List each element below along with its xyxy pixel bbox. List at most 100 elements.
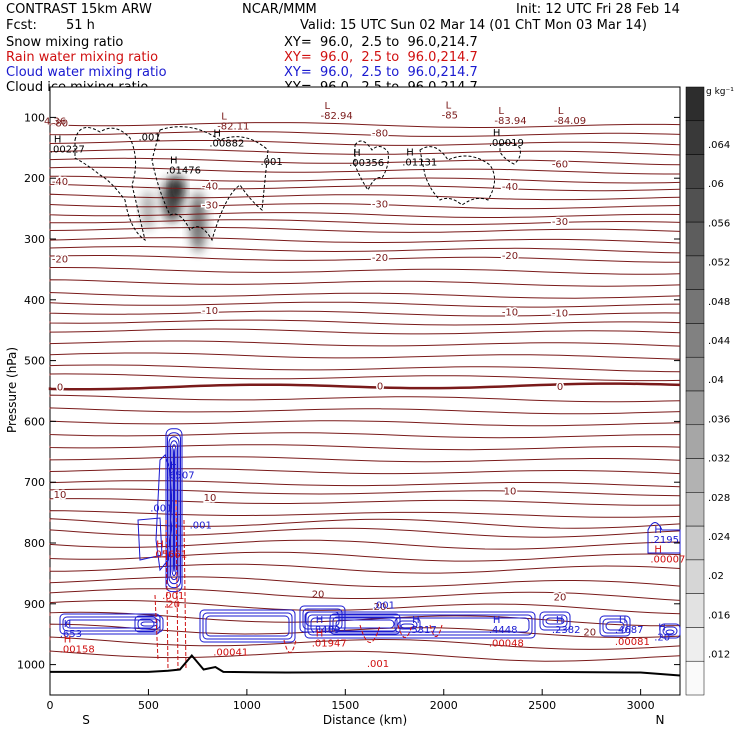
extremum-value: .4448: [489, 625, 518, 636]
colorbar-label: .052: [708, 258, 730, 269]
isotherm-line-17: [49, 279, 681, 287]
isotherm-line-2: [49, 140, 681, 146]
cloud-band-contour-7-1: [542, 614, 568, 628]
isotherm-line-29: [49, 420, 681, 427]
cloud-band-contour-7-0: [539, 611, 571, 631]
extremum-value: .001: [138, 133, 160, 144]
isotherm-line-48: [49, 636, 681, 650]
cloud-tower-anvil: [137, 517, 163, 561]
isotherm-line-4: [49, 157, 681, 166]
colorbar-cell: [685, 559, 705, 594]
extremum-value: 4.36: [44, 117, 66, 128]
isotherm-label: -60: [552, 160, 568, 171]
extremum-marker: H: [493, 128, 501, 139]
isotherm-label: -10: [552, 309, 568, 320]
isotherm-line-34: [49, 480, 681, 488]
y-tick-label: 800: [24, 537, 45, 550]
isotherm-label: 0: [557, 382, 563, 393]
fcst-value: 51 h: [66, 18, 95, 33]
isotherm-label: 10: [204, 493, 217, 504]
extremum-value: -84.09: [554, 116, 586, 127]
terrain-line: [50, 653, 681, 677]
extremum-value: .001: [190, 520, 212, 531]
extremum-value: -83.94: [494, 116, 526, 127]
cloud-band-contour-7-2: [545, 617, 565, 625]
extremum-marker: H: [654, 525, 662, 536]
isotherm-line-27: [49, 394, 681, 403]
isotherm-label: -40: [502, 182, 518, 193]
isotherm-line-0: [49, 122, 681, 128]
isotherm-label: 10: [504, 487, 517, 498]
isotherm-line-11: [49, 219, 681, 226]
colorbar-label: .016: [708, 610, 730, 621]
extremum-marker: L: [498, 106, 504, 117]
extremum-marker: L: [325, 101, 331, 112]
isotherm-line-41: [49, 551, 681, 562]
extremum-value: .00048: [489, 638, 524, 649]
field-snow-xy: XY= 96.0, 2.5 to 96.0,214.7: [284, 35, 478, 50]
isotherm-line-38: [49, 518, 681, 529]
extremum-value: .00356: [349, 158, 384, 169]
extremum-marker: H: [64, 619, 72, 630]
isotherm-line-15: [49, 255, 680, 263]
isotherm-line-6: [49, 175, 681, 184]
isotherm-line-37: [49, 510, 681, 518]
x-tick-label: 1000: [233, 699, 261, 712]
colorbar-label: .04: [708, 375, 724, 386]
extremum-value: .00158: [60, 644, 95, 655]
y-tick-label: 700: [24, 476, 45, 489]
isotherm-label: 0: [57, 383, 63, 394]
rain-contour-2: [283, 639, 297, 653]
model-title: CONTRAST 15km ARW: [6, 2, 152, 17]
isotherm-line-33: [49, 468, 681, 475]
cloud-band-contour-0-2: [65, 619, 155, 629]
cloud-band-contour-2-0: [199, 609, 296, 643]
extremum-value: .2195: [650, 535, 679, 546]
colorbar-label: .06: [708, 179, 724, 190]
extremum-value: .001: [367, 659, 389, 670]
isotherm-line-35: [49, 488, 681, 497]
x-tick-label: 3000: [627, 699, 655, 712]
extremum-value: -82.94: [321, 111, 353, 122]
extremum-value: .001: [261, 157, 283, 168]
cloud-band-contour-9-0: [659, 623, 681, 639]
colorbar-cell: [685, 390, 705, 426]
colorbar-label: .064: [708, 140, 730, 151]
y-tick-label: 600: [24, 415, 45, 428]
extremum-marker: H: [556, 615, 564, 626]
x-tick-label: 500: [138, 699, 159, 712]
snow-shading-2: [142, 190, 154, 230]
valid-label: Valid: 15 UTC Sun 02 Mar 14 (01 ChT Mon …: [300, 18, 647, 33]
colorbar-cell: [685, 593, 705, 628]
extremum-value: .001: [162, 591, 184, 602]
colorbar-cell: [685, 289, 705, 324]
extremum-value: .05661: [152, 550, 187, 561]
extremum-value: .4687: [615, 625, 644, 636]
colorbar-cell: [685, 323, 705, 358]
cloud-band-contour-5-1: [332, 616, 398, 632]
y-tick-label: 300: [24, 233, 45, 246]
cloud-tower-left: [155, 454, 173, 572]
extremum-marker: H: [412, 615, 420, 626]
y-tick-label: 200: [24, 172, 45, 185]
extremum-value: 20: [583, 627, 596, 638]
y-tick-label: 900: [24, 598, 45, 611]
x-axis-label: Distance (km): [323, 713, 407, 727]
cloud-band-contour-2-2: [205, 615, 290, 637]
colorbar-label: .012: [708, 650, 730, 661]
isotherm-line-32: [49, 456, 681, 463]
ice-contour-0: [74, 127, 146, 242]
cloud-band-contour-8-0: [599, 615, 631, 637]
isotherm-label: -40: [202, 181, 218, 192]
isotherm-label: -10: [202, 306, 218, 317]
extremum-marker: H: [64, 634, 72, 645]
isotherm-line-1: [49, 131, 681, 137]
extremum-marker: H: [619, 615, 627, 626]
extremum-marker: H: [316, 615, 324, 626]
extremum-value: .001: [150, 503, 172, 514]
rain-contour-5: [429, 624, 443, 637]
init-label: Init: 12 UTC Fri 28 Feb 14: [516, 2, 680, 17]
isotherm-line-9: [49, 203, 681, 210]
isotherm-line-5: [49, 166, 680, 175]
